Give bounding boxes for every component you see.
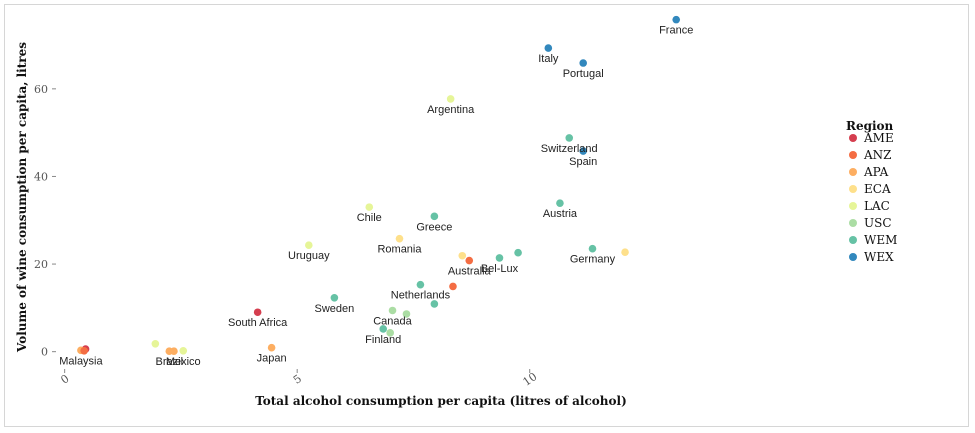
- legend-swatch: [849, 168, 857, 176]
- legend-entry: WEX: [864, 250, 894, 264]
- legend-entry: APA: [863, 165, 889, 179]
- point-label: Australia: [448, 266, 492, 278]
- y-tick-label: 0: [41, 346, 48, 359]
- legend-entry: ANZ: [863, 148, 892, 162]
- point-label: South Africa: [228, 317, 288, 329]
- point-label: Germany: [570, 254, 616, 266]
- x-axis: 0 5 10: [58, 369, 539, 389]
- point-label: Greece: [416, 221, 452, 233]
- data-point: [446, 95, 455, 103]
- data-point: [80, 346, 88, 355]
- y-axis-title: Volume of wine consumption per capita, l…: [15, 42, 29, 353]
- point-label: Mexico: [166, 356, 201, 368]
- data-point: [253, 308, 262, 317]
- data-point: [579, 147, 587, 155]
- data-point: [588, 244, 597, 253]
- data-point: [430, 300, 439, 308]
- x-tick-label: 0: [58, 372, 71, 387]
- data-point: [672, 15, 681, 24]
- data-point: [402, 310, 411, 318]
- legend-swatch: [849, 219, 857, 227]
- data-point: [416, 280, 425, 289]
- y-tick-label: 40: [34, 170, 48, 183]
- data-point: [458, 251, 467, 260]
- data-point: [621, 248, 629, 257]
- data-point: [544, 44, 553, 52]
- data-point: [365, 203, 374, 211]
- point-label: Switzerland: [541, 143, 598, 155]
- data-point: [386, 329, 394, 337]
- legend: Region AME ANZ APA ECA LAC USC WEM WEX: [846, 119, 897, 264]
- data-point: [330, 293, 339, 302]
- data-point: [395, 234, 404, 243]
- legend-swatch: [849, 236, 857, 244]
- point-label: Bel-Lux: [481, 263, 519, 275]
- point-label: Finland: [365, 334, 401, 346]
- legend-swatch: [849, 185, 857, 193]
- data-point: [170, 347, 178, 356]
- point-label: Canada: [373, 315, 412, 327]
- legend-title: Region: [846, 119, 894, 133]
- point-label: Italy: [538, 53, 559, 65]
- point-label: Brazil: [156, 356, 184, 368]
- legend-entry: ECA: [864, 182, 891, 196]
- data-point: [179, 346, 188, 355]
- legend-swatch: [849, 202, 857, 210]
- y-tick-label: 60: [34, 83, 48, 96]
- point-label: Argentina: [427, 104, 475, 116]
- point-label: Spain: [569, 156, 597, 168]
- data-point: [565, 134, 574, 142]
- point-label: Japan: [257, 353, 287, 365]
- point-label: Uruguay: [288, 250, 330, 262]
- legend-entry: WEM: [864, 233, 897, 247]
- y-axis: 0 20 40 60: [34, 83, 56, 359]
- data-point: [556, 199, 564, 207]
- data-point: [388, 306, 397, 315]
- legend-entry: USC: [864, 216, 892, 230]
- x-tick-label: 5: [291, 372, 304, 387]
- point-label: Romania: [377, 244, 422, 256]
- point-label: Chile: [357, 212, 382, 224]
- x-tick-label: 10: [521, 370, 540, 389]
- data-point: [579, 59, 587, 67]
- data-point: [379, 325, 388, 333]
- legend-entry: LAC: [864, 199, 890, 213]
- legend-swatch: [849, 253, 857, 261]
- legend-entry: AME: [863, 131, 894, 145]
- legend-swatch: [849, 151, 857, 159]
- point-label: Austria: [543, 208, 578, 220]
- y-tick-label: 20: [34, 258, 48, 271]
- data-point: [514, 248, 522, 257]
- data-point: [449, 282, 457, 291]
- data-point: [465, 256, 474, 265]
- data-point: [495, 254, 504, 262]
- data-point: [267, 343, 276, 352]
- point-label: Portugal: [563, 68, 604, 80]
- point-label: Sweden: [315, 303, 355, 315]
- data-points: [77, 15, 681, 356]
- chart-frame: [4, 4, 969, 427]
- legend-swatch: [849, 134, 857, 142]
- data-point: [151, 339, 160, 348]
- point-label: Netherlands: [391, 290, 451, 302]
- point-label: France: [659, 25, 693, 37]
- point-label: Malaysia: [59, 355, 103, 367]
- data-point: [305, 241, 313, 250]
- x-axis-title: Total alcohol consumption per capita (li…: [255, 394, 627, 408]
- data-point: [430, 212, 439, 221]
